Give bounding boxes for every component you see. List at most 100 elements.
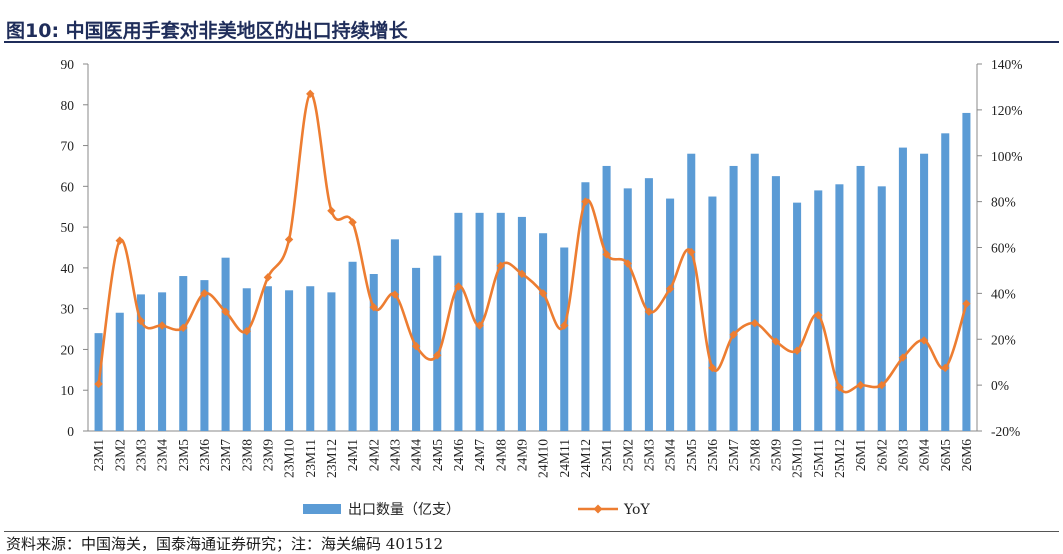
yoy-point — [665, 284, 675, 293]
yoy-point — [835, 383, 844, 392]
yoy-point — [200, 289, 209, 298]
x-axis-category-label: 24M10 — [536, 439, 551, 478]
yoy-point — [919, 336, 929, 345]
bar-export-volume — [560, 247, 569, 431]
x-axis-category-label: 25M3 — [641, 439, 656, 472]
yoy-point — [517, 269, 527, 279]
yoy-point — [496, 261, 505, 271]
yoy-point — [560, 321, 569, 330]
right-axis-tick-label: 0% — [991, 378, 1009, 393]
yoy-point — [898, 353, 908, 362]
yoy-point — [390, 290, 400, 299]
x-axis-category-label: 25M10 — [790, 439, 805, 478]
bar-export-volume — [263, 286, 272, 431]
yoy-point — [623, 259, 632, 268]
yoy-point — [771, 337, 781, 346]
left-axis-tick-label: 0 — [67, 424, 74, 439]
left-axis-tick-label: 40 — [61, 261, 75, 276]
x-axis-category-label: 23M4 — [155, 439, 170, 472]
left-axis-tick-label: 80 — [61, 98, 75, 113]
yoy-point — [687, 247, 696, 257]
x-axis-category-label: 25M2 — [620, 439, 635, 471]
bar-export-volume — [390, 239, 399, 431]
source-note: 资料来源：中国海关，国泰海通证券研究；注：海关编码 401512 — [6, 535, 444, 553]
bar-export-volume — [962, 112, 971, 431]
bar-export-volume — [539, 233, 548, 431]
bar-export-volume — [369, 274, 378, 431]
left-axis-tick-label: 20 — [61, 342, 75, 357]
yoy-point — [792, 346, 802, 355]
x-axis-category-label: 24M12 — [578, 439, 593, 478]
yoy-point — [454, 282, 463, 291]
x-axis-category-label: 25M6 — [705, 439, 720, 472]
bar-export-volume — [666, 198, 675, 431]
x-axis-category-label: 23M8 — [239, 439, 254, 472]
x-axis-category-label: 26M5 — [938, 439, 953, 472]
bar-export-volume — [898, 147, 907, 431]
right-axis-tick-label: 40% — [991, 286, 1016, 301]
legend-line-marker — [593, 504, 603, 514]
yoy-point — [136, 316, 146, 326]
x-axis-category-label: 23M7 — [218, 439, 233, 472]
x-axis-category-label: 23M2 — [112, 439, 127, 471]
bar-export-volume — [242, 288, 251, 431]
yoy-point — [941, 363, 950, 373]
bar-export-volume — [687, 153, 696, 431]
yoy-point — [644, 307, 654, 316]
right-axis-tick-label: 80% — [991, 195, 1016, 210]
bar-export-volume — [517, 216, 526, 431]
x-axis-category-label: 25M4 — [663, 439, 678, 472]
x-axis-category-label: 26M2 — [874, 439, 889, 471]
yoy-point — [411, 341, 421, 351]
yoy-point — [729, 330, 738, 339]
bar-export-volume — [729, 165, 738, 431]
x-axis-category-label: 23M1 — [91, 439, 106, 471]
x-axis-category-label: 24M6 — [451, 439, 466, 472]
yoy-point — [708, 363, 717, 373]
yoy-point — [433, 351, 442, 360]
x-axis-category-label: 25M9 — [768, 439, 783, 472]
left-axis-tick-label: 60 — [61, 179, 75, 194]
yoy-point — [179, 323, 188, 332]
yoy-point — [348, 218, 357, 227]
bar-export-volume — [877, 186, 886, 431]
bar-export-volume — [285, 290, 294, 431]
bar-export-volume — [433, 255, 442, 431]
legend-bar-label: 出口数量（亿支） — [348, 502, 460, 518]
yoy-point — [327, 206, 336, 215]
yoy-point — [602, 250, 611, 259]
yoy-point — [284, 235, 294, 244]
bar-export-volume — [814, 190, 823, 431]
legend-line-label: YoY — [623, 502, 650, 518]
bar-export-volume — [158, 292, 167, 431]
x-axis-category-label: 24M11 — [557, 439, 572, 478]
x-axis-category-label: 24M8 — [493, 439, 508, 472]
bar-export-volume — [179, 276, 188, 431]
yoy-point — [263, 273, 273, 282]
bar-export-volume — [136, 294, 145, 431]
x-axis-category-label: 24M3 — [387, 439, 402, 472]
bar-export-volume — [200, 280, 209, 431]
left-axis-tick-label: 70 — [61, 139, 75, 154]
yoy-point — [157, 321, 167, 330]
x-axis-category-label: 23M9 — [260, 439, 275, 472]
bar-export-volume — [348, 261, 357, 431]
yoy-point — [877, 380, 886, 390]
left-axis-tick-label: 30 — [61, 302, 75, 317]
bar-export-volume — [581, 182, 590, 431]
yoy-point — [538, 289, 548, 298]
left-axis-tick-label: 50 — [61, 220, 75, 235]
x-axis-category-label: 25M8 — [747, 439, 762, 472]
yoy-point — [94, 379, 103, 389]
x-axis-category-label: 24M4 — [409, 439, 424, 472]
right-axis-tick-label: 20% — [991, 332, 1016, 347]
bar-export-volume — [920, 153, 929, 431]
x-axis-category-label: 24M7 — [472, 439, 487, 472]
x-axis-category-label: 23M11 — [303, 439, 318, 478]
x-axis-category-label: 24M9 — [514, 439, 529, 472]
bar-export-volume — [856, 165, 865, 431]
right-axis-tick-label: 60% — [991, 241, 1016, 256]
x-axis-category-label: 23M10 — [282, 439, 297, 478]
bar-export-volume — [306, 286, 315, 431]
figure-title: 图10: 中国医用手套对非美地区的出口持续增长 — [6, 20, 408, 42]
